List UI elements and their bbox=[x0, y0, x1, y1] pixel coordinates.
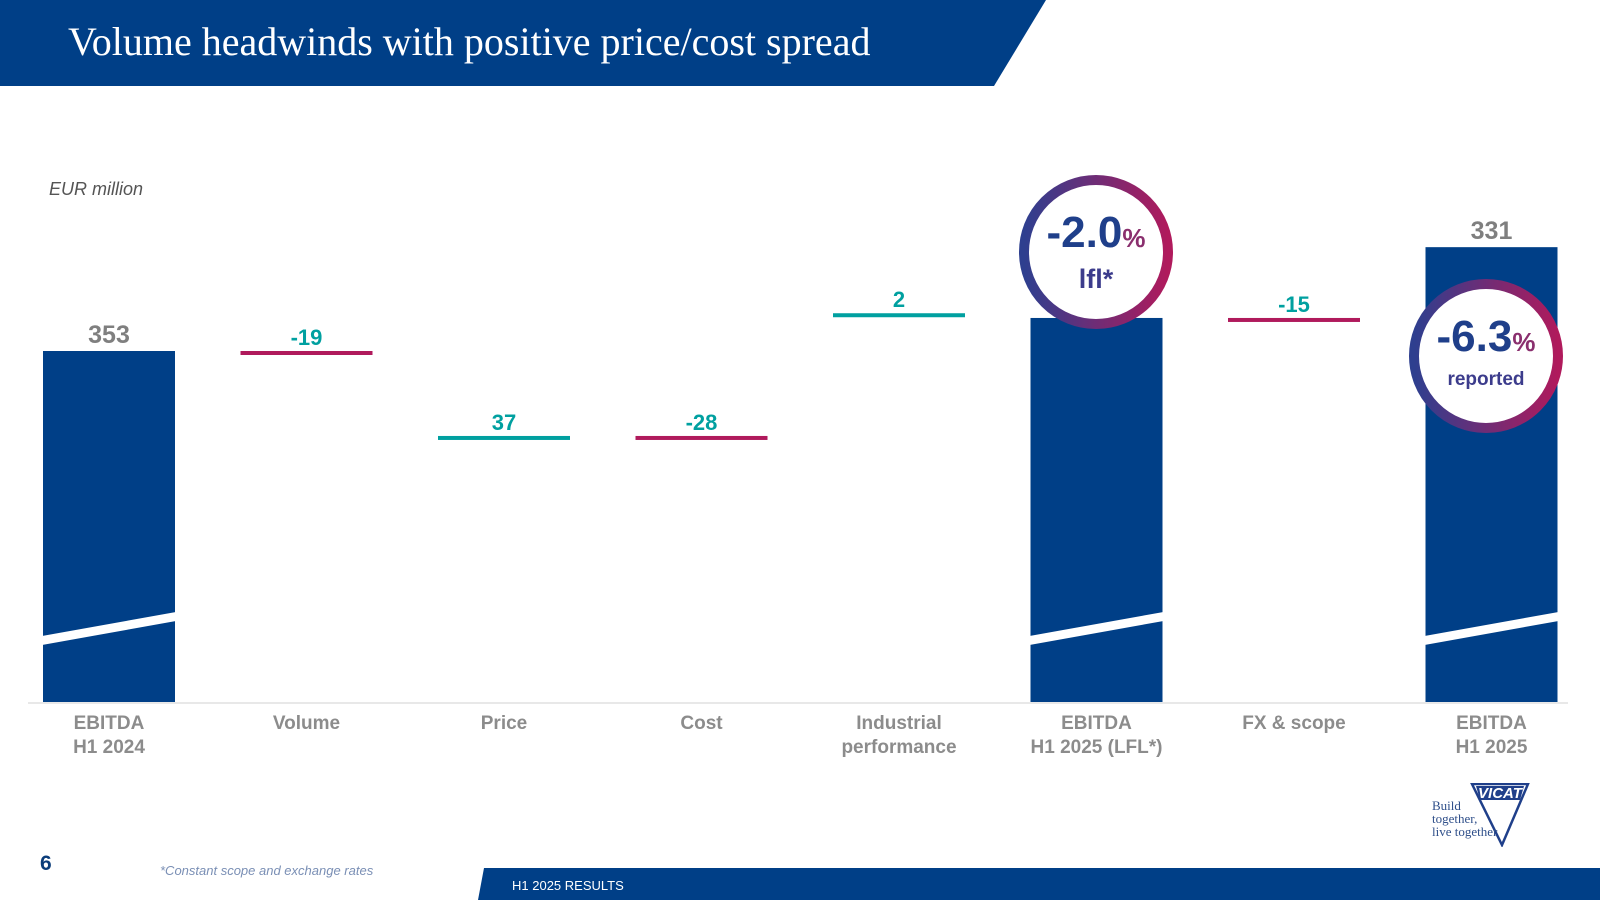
category-label-line: performance bbox=[841, 737, 957, 758]
lfl-value: -2.0 bbox=[1046, 208, 1123, 257]
value-label-ebitda-h1-2024: 353 bbox=[88, 321, 130, 349]
bar-ebitda-h1-2024 bbox=[43, 351, 175, 702]
category-label-industrial-performance: Industrial performance bbox=[809, 712, 989, 760]
category-label-line: Industrial bbox=[856, 713, 942, 734]
category-label-price: Price bbox=[414, 712, 594, 736]
lfl-label: lfl* bbox=[1078, 264, 1114, 294]
category-label-fx-scope: FX & scope bbox=[1204, 712, 1384, 736]
title-band-shape bbox=[0, 0, 1046, 86]
lfl-change-badge: -2.0% lfl* bbox=[1018, 174, 1174, 330]
bar-cost bbox=[635, 435, 768, 440]
logo-wordmark: VICAT bbox=[1478, 785, 1522, 802]
category-label-volume: Volume bbox=[217, 712, 397, 736]
category-label-ebitda-h1-2025-lfl: EBITDA H1 2025 (LFL*) bbox=[1007, 712, 1187, 760]
lfl-ring-icon bbox=[1019, 175, 1173, 329]
value-label-ebitda-h1-2025: 331 bbox=[1471, 217, 1513, 245]
reported-percentage: -6.3% bbox=[1408, 312, 1564, 362]
lfl-percentage: -2.0% bbox=[1018, 208, 1174, 258]
slogan-line-1: Build bbox=[1432, 798, 1461, 813]
bar-price bbox=[438, 435, 570, 440]
bar-ebitda-h1-2025-lfl bbox=[1030, 317, 1163, 702]
unit-label: EUR million bbox=[49, 179, 144, 199]
category-label-line: Volume bbox=[272, 713, 341, 734]
category-label-line: EBITDA bbox=[1456, 713, 1527, 734]
reported-label: reported bbox=[1447, 369, 1525, 390]
value-label-fx-scope: -15 bbox=[1278, 292, 1310, 317]
category-label-line: H1 2024 bbox=[73, 737, 145, 758]
page-title: Volume headwinds with positive price/cos… bbox=[68, 19, 871, 64]
vicat-triangle-icon bbox=[1470, 783, 1530, 847]
reported-change-badge: -6.3% reported bbox=[1408, 278, 1564, 434]
reported-unit: % bbox=[1512, 327, 1536, 357]
reported-value: -6.3 bbox=[1436, 312, 1513, 361]
logo-slogan: Build together, live together bbox=[1432, 799, 1497, 838]
footnote: *Constant scope and exchange rates bbox=[160, 863, 374, 878]
category-label-line: H1 2025 (LFL*) bbox=[1030, 737, 1163, 758]
category-label-ebitda-h1-2025: EBITDA H1 2025 bbox=[1402, 712, 1582, 760]
footer-band bbox=[478, 868, 1600, 900]
axis-break-ebitda-h1-2024 bbox=[42, 612, 176, 645]
category-label-ebitda-h1-2024: EBITDA H1 2024 bbox=[19, 712, 199, 760]
category-label-cost: Cost bbox=[612, 712, 792, 736]
report-label: H1 2025 RESULTS bbox=[512, 878, 624, 893]
axis-break-ebitda-h1-2025 bbox=[1424, 612, 1559, 645]
axis-break-ebitda-h1-2025-lfl bbox=[1029, 612, 1164, 645]
vicat-logo: VICAT Build together, live together bbox=[1430, 783, 1570, 847]
bar-fx-scope bbox=[1228, 317, 1360, 322]
bar-industrial-performance bbox=[833, 313, 965, 318]
category-label-line: EBITDA bbox=[1061, 713, 1132, 734]
reported-ring-icon bbox=[1409, 279, 1563, 433]
value-label-cost: -28 bbox=[686, 410, 718, 435]
category-label-line: EBITDA bbox=[73, 713, 145, 734]
slogan-line-3: live together bbox=[1432, 824, 1498, 839]
category-label-line: Price bbox=[480, 713, 528, 734]
footer-band-shape bbox=[478, 868, 1600, 900]
title-band: Volume headwinds with positive price/cos… bbox=[0, 0, 1050, 86]
category-label-line: FX & scope bbox=[1242, 713, 1346, 734]
value-label-industrial-performance: 2 bbox=[893, 287, 905, 312]
category-label-line: H1 2025 bbox=[1455, 737, 1528, 758]
page-number: 6 bbox=[40, 852, 52, 875]
value-label-price: 37 bbox=[492, 410, 516, 435]
bar-volume bbox=[240, 351, 373, 355]
value-label-volume: -19 bbox=[291, 325, 323, 350]
slogan-line-2: together, bbox=[1432, 811, 1478, 826]
lfl-unit: % bbox=[1122, 223, 1146, 253]
category-label-line: Cost bbox=[680, 713, 723, 734]
